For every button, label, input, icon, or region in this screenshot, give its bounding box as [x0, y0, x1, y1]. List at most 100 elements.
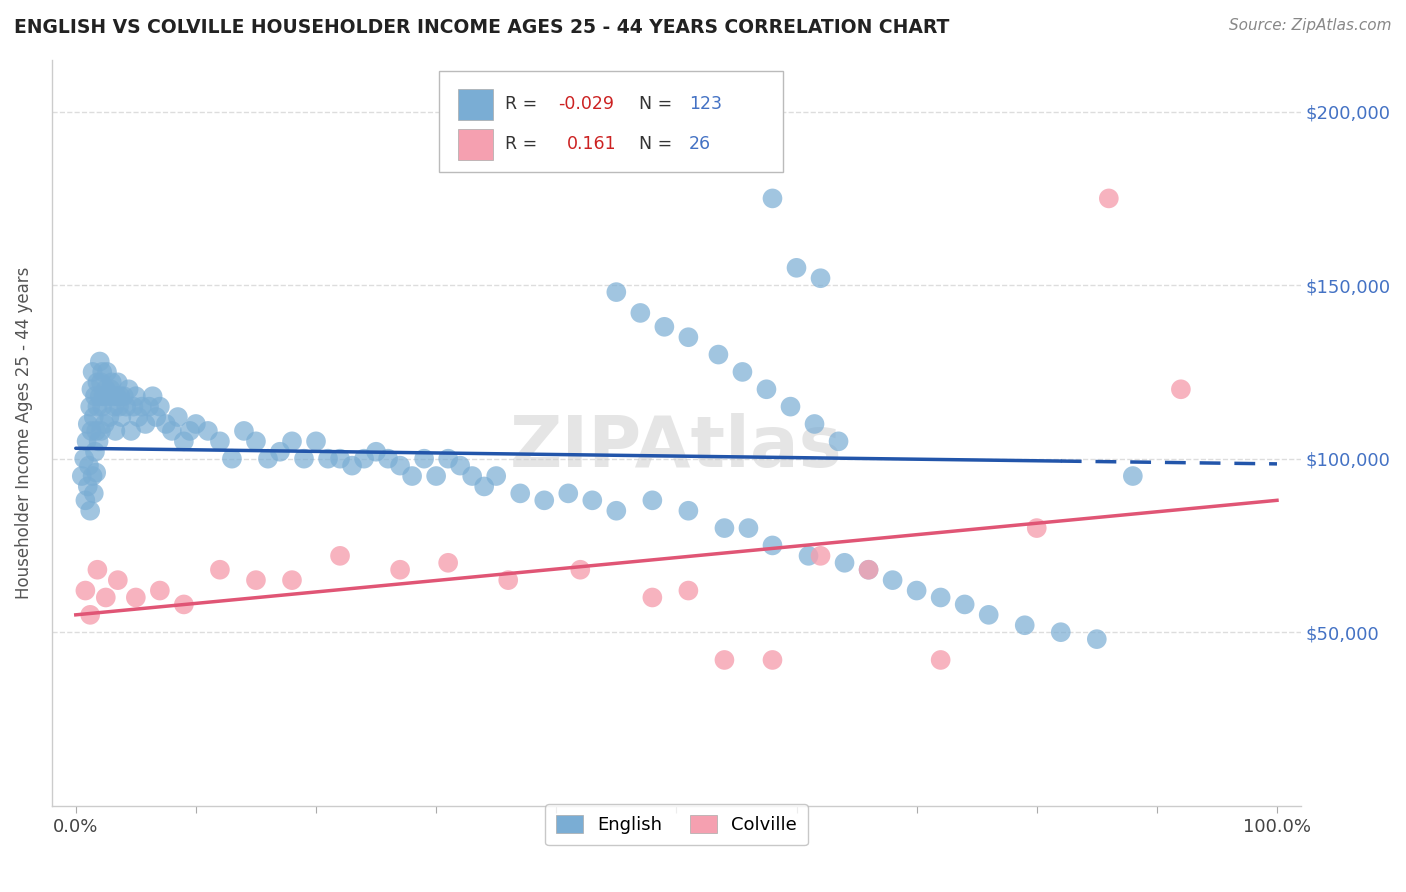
- Point: [80, 424, 103, 438]
- Point: [1014, 618, 1036, 632]
- Point: [112, 389, 135, 403]
- Point: [93, 417, 115, 431]
- Point: [103, 400, 125, 414]
- Point: [82, 469, 104, 483]
- Point: [389, 458, 412, 473]
- Point: [364, 444, 387, 458]
- Point: [83, 486, 105, 500]
- Text: N =: N =: [638, 95, 678, 113]
- Point: [641, 591, 664, 605]
- Point: [509, 486, 531, 500]
- Point: [707, 348, 730, 362]
- Point: [731, 365, 754, 379]
- FancyBboxPatch shape: [439, 70, 783, 171]
- Point: [107, 573, 129, 587]
- Point: [75, 583, 97, 598]
- Point: [76, 417, 98, 431]
- Point: [245, 573, 267, 587]
- Point: [155, 417, 177, 431]
- Point: [84, 466, 107, 480]
- Point: [1025, 521, 1047, 535]
- Point: [269, 444, 291, 458]
- Point: [557, 486, 579, 500]
- Bar: [458, 128, 492, 161]
- Point: [797, 549, 820, 563]
- Point: [779, 400, 801, 414]
- Point: [82, 365, 104, 379]
- Point: [678, 504, 700, 518]
- Point: [569, 563, 592, 577]
- Point: [75, 493, 97, 508]
- Point: [305, 434, 328, 449]
- Point: [100, 382, 122, 396]
- Point: [713, 521, 735, 535]
- Point: [91, 400, 114, 414]
- Point: [737, 521, 759, 535]
- Point: [1170, 382, 1192, 396]
- Point: [122, 400, 145, 414]
- Point: [292, 451, 315, 466]
- Point: [245, 434, 267, 449]
- Point: [605, 285, 627, 299]
- Point: [1049, 625, 1071, 640]
- Point: [125, 389, 148, 403]
- Point: [120, 424, 142, 438]
- Point: [94, 591, 117, 605]
- Point: [786, 260, 808, 275]
- Point: [149, 583, 172, 598]
- Point: [84, 389, 107, 403]
- Point: [257, 451, 280, 466]
- Text: R =: R =: [505, 95, 543, 113]
- Point: [281, 434, 304, 449]
- Point: [80, 382, 103, 396]
- Point: [96, 365, 118, 379]
- Point: [76, 479, 98, 493]
- Point: [641, 493, 664, 508]
- Text: -0.029: -0.029: [558, 95, 613, 113]
- Point: [761, 538, 783, 552]
- Point: [86, 376, 108, 390]
- Text: 123: 123: [689, 95, 721, 113]
- Point: [127, 410, 149, 425]
- Point: [179, 424, 201, 438]
- Point: [108, 400, 131, 414]
- Point: [678, 583, 700, 598]
- Point: [94, 382, 117, 396]
- Point: [86, 400, 108, 414]
- Point: [858, 563, 880, 577]
- Point: [117, 382, 139, 396]
- Point: [810, 549, 832, 563]
- Point: [97, 389, 120, 403]
- Point: [84, 424, 107, 438]
- Point: [173, 434, 195, 449]
- Point: [834, 556, 856, 570]
- Point: [413, 451, 436, 466]
- Point: [472, 479, 495, 493]
- Point: [89, 389, 111, 403]
- Point: [79, 607, 101, 622]
- Point: [977, 607, 1000, 622]
- Point: [160, 424, 183, 438]
- Point: [628, 306, 651, 320]
- Point: [929, 591, 952, 605]
- Point: [87, 434, 110, 449]
- Text: Source: ZipAtlas.com: Source: ZipAtlas.com: [1229, 18, 1392, 33]
- Text: 26: 26: [689, 136, 711, 153]
- Point: [377, 451, 399, 466]
- Point: [827, 434, 849, 449]
- Point: [605, 504, 627, 518]
- Point: [83, 410, 105, 425]
- Point: [858, 563, 880, 577]
- Point: [316, 451, 339, 466]
- Point: [90, 376, 112, 390]
- Point: [353, 451, 375, 466]
- Point: [581, 493, 603, 508]
- Point: [84, 444, 107, 458]
- Text: N =: N =: [638, 136, 678, 153]
- Point: [1085, 632, 1108, 647]
- Point: [86, 563, 108, 577]
- Point: [221, 451, 243, 466]
- Point: [90, 424, 112, 438]
- Point: [101, 389, 124, 403]
- Point: [461, 469, 484, 483]
